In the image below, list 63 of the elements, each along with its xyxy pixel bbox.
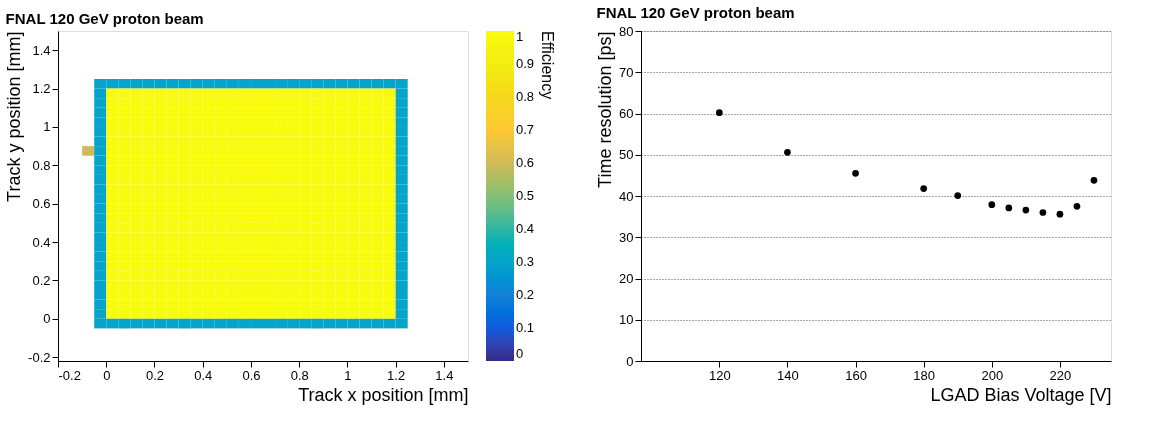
y-tick-label: 50 [619,147,634,163]
color-bar-title: Efficiency [539,31,556,100]
x-tick-label: 0.8 [290,367,309,383]
x-tick-label: 220 [1049,367,1072,383]
x-tick-label: 0.2 [145,367,165,383]
point [784,148,791,156]
y-tick-label: 1 [43,119,51,135]
point [1005,204,1013,212]
y-tick-label: 0.4 [32,234,51,250]
color-bar-label: 0.5 [516,188,535,203]
x-tick-label: 0 [103,367,111,383]
y-tick-label: 30 [619,229,634,245]
color-bar-label: 1 [516,29,524,44]
chart-title: FNAL 120 GeV proton beam [5,10,204,27]
point [988,201,996,209]
y-axis-title: Track y position [mm] [4,31,25,202]
color-bar-label: 0.8 [516,89,535,104]
point [1039,209,1047,216]
x-tick-label: 200 [981,367,1004,383]
y-tick-label: 1.4 [32,42,51,58]
y-tick-label: 0.6 [32,196,51,212]
y-tick-label: 1.2 [32,81,51,97]
point [715,109,723,117]
y-tick-label: 0 [626,353,634,369]
point [1090,176,1098,184]
x-tick-label: 180 [913,367,936,383]
color-bar-label: 0.9 [516,56,535,71]
color-bar-label: 0.2 [516,287,535,302]
color-bar-label: 0.3 [516,254,535,269]
y-tick-label: 0.8 [32,157,51,173]
x-tick-label: 140 [777,367,799,383]
point [954,192,962,199]
point [1073,202,1081,210]
x-tick-label: 1 [344,367,352,383]
y-tick-label: 80 [619,23,634,39]
point [852,169,859,177]
y-tick-label: -0.2 [28,349,51,365]
x-tick-label: 120 [708,367,731,383]
x-tick-label: 160 [845,367,867,383]
y-tick-label: 20 [619,271,634,286]
x-tick-label: 0.6 [242,367,261,383]
y-tick-label: 40 [619,188,634,204]
color-bar-label: 0.6 [516,155,535,170]
x-tick-label: 1.2 [387,367,406,383]
x-tick-label: 0.4 [194,367,213,383]
y-tick-label: 60 [619,106,634,121]
point [1022,206,1030,214]
x-tick-label: -0.2 [58,367,81,383]
x-axis-title: LGAD Bias Voltage [V] [930,384,1112,405]
x-axis-title: Track x position [mm] [298,384,469,405]
y-tick-label: 70 [619,64,634,80]
point [920,185,928,192]
chart-title: FNAL 120 GeV proton beam [596,4,795,21]
point [1056,210,1064,218]
x-tick-label: 1.4 [435,367,454,383]
y-tick-label: 10 [619,312,634,328]
color-bar-label: 0 [516,346,524,361]
color-bar-label: 0.4 [516,221,535,236]
y-tick-label: 0.2 [32,272,51,288]
y-tick-label: 0 [43,311,51,327]
color-bar-label: 0.7 [516,122,535,137]
color-bar-label: 0.1 [516,320,535,335]
y-axis-title: Time resolution [ps] [595,31,616,188]
